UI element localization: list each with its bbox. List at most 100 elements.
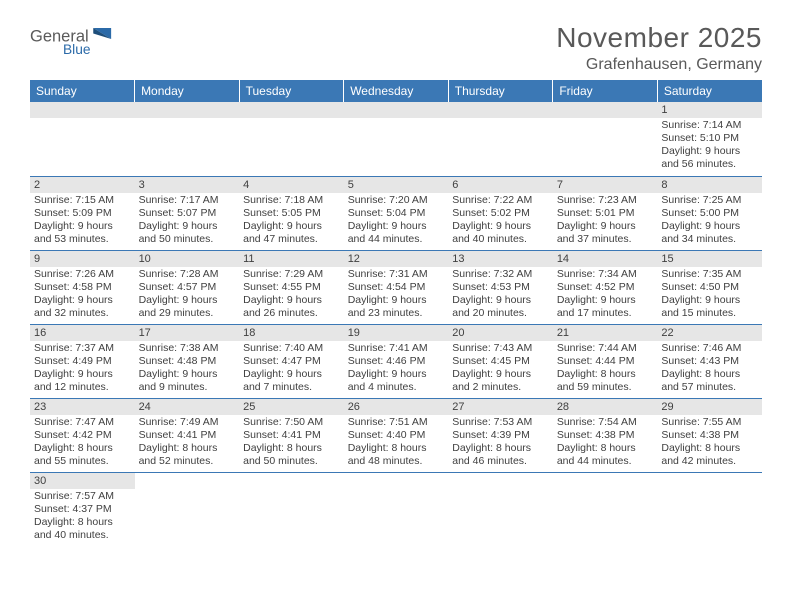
daylight-text: Daylight: 9 hours and 12 minutes. [34, 368, 131, 394]
sunrise-text: Sunrise: 7:54 AM [557, 416, 654, 429]
empty-day-strip [344, 102, 449, 118]
calendar-cell: 16Sunrise: 7:37 AMSunset: 4:49 PMDayligh… [30, 324, 135, 398]
sunset-text: Sunset: 4:38 PM [557, 429, 654, 442]
sunrise-text: Sunrise: 7:29 AM [243, 268, 340, 281]
daylight-text: Daylight: 9 hours and 26 minutes. [243, 294, 340, 320]
calendar-cell [239, 472, 344, 546]
daylight-text: Daylight: 8 hours and 57 minutes. [661, 368, 758, 394]
calendar-cell: 14Sunrise: 7:34 AMSunset: 4:52 PMDayligh… [553, 250, 658, 324]
calendar-row: 1Sunrise: 7:14 AMSunset: 5:10 PMDaylight… [30, 102, 762, 176]
empty-day-strip [135, 102, 240, 118]
daylight-text: Daylight: 8 hours and 48 minutes. [348, 442, 445, 468]
col-monday: Monday [135, 80, 240, 102]
day-number: 14 [553, 251, 658, 267]
calendar-cell [657, 472, 762, 546]
col-thursday: Thursday [448, 80, 553, 102]
day-details: Sunrise: 7:17 AMSunset: 5:07 PMDaylight:… [135, 193, 240, 248]
day-number: 2 [30, 177, 135, 193]
calendar-cell: 30Sunrise: 7:57 AMSunset: 4:37 PMDayligh… [30, 472, 135, 546]
day-number: 9 [30, 251, 135, 267]
day-number: 7 [553, 177, 658, 193]
day-number: 15 [657, 251, 762, 267]
day-number: 24 [135, 399, 240, 415]
col-tuesday: Tuesday [239, 80, 344, 102]
daylight-text: Daylight: 9 hours and 9 minutes. [139, 368, 236, 394]
sunset-text: Sunset: 4:46 PM [348, 355, 445, 368]
sunset-text: Sunset: 4:40 PM [348, 429, 445, 442]
sunrise-text: Sunrise: 7:18 AM [243, 194, 340, 207]
sunrise-text: Sunrise: 7:53 AM [452, 416, 549, 429]
sunrise-text: Sunrise: 7:17 AM [139, 194, 236, 207]
sunset-text: Sunset: 5:10 PM [661, 132, 758, 145]
day-number: 25 [239, 399, 344, 415]
day-number: 26 [344, 399, 449, 415]
day-details: Sunrise: 7:15 AMSunset: 5:09 PMDaylight:… [30, 193, 135, 248]
day-details: Sunrise: 7:53 AMSunset: 4:39 PMDaylight:… [448, 415, 553, 470]
daylight-text: Daylight: 9 hours and 29 minutes. [139, 294, 236, 320]
calendar-cell: 27Sunrise: 7:53 AMSunset: 4:39 PMDayligh… [448, 398, 553, 472]
page-title: November 2025 [556, 22, 762, 54]
sunset-text: Sunset: 4:42 PM [34, 429, 131, 442]
daylight-text: Daylight: 8 hours and 52 minutes. [139, 442, 236, 468]
day-number: 16 [30, 325, 135, 341]
day-details: Sunrise: 7:50 AMSunset: 4:41 PMDaylight:… [239, 415, 344, 470]
calendar-cell [344, 102, 449, 176]
daylight-text: Daylight: 8 hours and 59 minutes. [557, 368, 654, 394]
sunrise-text: Sunrise: 7:47 AM [34, 416, 131, 429]
calendar-cell: 2Sunrise: 7:15 AMSunset: 5:09 PMDaylight… [30, 176, 135, 250]
calendar-cell: 18Sunrise: 7:40 AMSunset: 4:47 PMDayligh… [239, 324, 344, 398]
sunrise-text: Sunrise: 7:43 AM [452, 342, 549, 355]
day-details: Sunrise: 7:25 AMSunset: 5:00 PMDaylight:… [657, 193, 762, 248]
daylight-text: Daylight: 8 hours and 42 minutes. [661, 442, 758, 468]
calendar-cell: 4Sunrise: 7:18 AMSunset: 5:05 PMDaylight… [239, 176, 344, 250]
day-details: Sunrise: 7:35 AMSunset: 4:50 PMDaylight:… [657, 267, 762, 322]
daylight-text: Daylight: 9 hours and 50 minutes. [139, 220, 236, 246]
daylight-text: Daylight: 9 hours and 4 minutes. [348, 368, 445, 394]
logo: General Blue [30, 22, 140, 60]
daylight-text: Daylight: 9 hours and 15 minutes. [661, 294, 758, 320]
day-details: Sunrise: 7:31 AMSunset: 4:54 PMDaylight:… [344, 267, 449, 322]
calendar-cell: 20Sunrise: 7:43 AMSunset: 4:45 PMDayligh… [448, 324, 553, 398]
sunrise-text: Sunrise: 7:38 AM [139, 342, 236, 355]
sunrise-text: Sunrise: 7:55 AM [661, 416, 758, 429]
calendar-cell: 11Sunrise: 7:29 AMSunset: 4:55 PMDayligh… [239, 250, 344, 324]
day-details: Sunrise: 7:55 AMSunset: 4:38 PMDaylight:… [657, 415, 762, 470]
daylight-text: Daylight: 9 hours and 44 minutes. [348, 220, 445, 246]
day-number: 19 [344, 325, 449, 341]
day-details: Sunrise: 7:51 AMSunset: 4:40 PMDaylight:… [344, 415, 449, 470]
day-number: 28 [553, 399, 658, 415]
calendar-cell: 10Sunrise: 7:28 AMSunset: 4:57 PMDayligh… [135, 250, 240, 324]
day-number: 21 [553, 325, 658, 341]
day-details: Sunrise: 7:47 AMSunset: 4:42 PMDaylight:… [30, 415, 135, 470]
sunset-text: Sunset: 5:00 PM [661, 207, 758, 220]
daylight-text: Daylight: 9 hours and 17 minutes. [557, 294, 654, 320]
calendar-row: 23Sunrise: 7:47 AMSunset: 4:42 PMDayligh… [30, 398, 762, 472]
sunset-text: Sunset: 4:43 PM [661, 355, 758, 368]
day-number: 18 [239, 325, 344, 341]
sunrise-text: Sunrise: 7:46 AM [661, 342, 758, 355]
daylight-text: Daylight: 9 hours and 37 minutes. [557, 220, 654, 246]
sunset-text: Sunset: 4:38 PM [661, 429, 758, 442]
col-sunday: Sunday [30, 80, 135, 102]
calendar-row: 2Sunrise: 7:15 AMSunset: 5:09 PMDaylight… [30, 176, 762, 250]
sunset-text: Sunset: 4:41 PM [139, 429, 236, 442]
sunset-text: Sunset: 4:55 PM [243, 281, 340, 294]
daylight-text: Daylight: 8 hours and 50 minutes. [243, 442, 340, 468]
day-number: 11 [239, 251, 344, 267]
sunset-text: Sunset: 5:05 PM [243, 207, 340, 220]
day-details: Sunrise: 7:44 AMSunset: 4:44 PMDaylight:… [553, 341, 658, 396]
calendar-cell [135, 102, 240, 176]
col-wednesday: Wednesday [344, 80, 449, 102]
day-details: Sunrise: 7:43 AMSunset: 4:45 PMDaylight:… [448, 341, 553, 396]
col-saturday: Saturday [657, 80, 762, 102]
daylight-text: Daylight: 9 hours and 23 minutes. [348, 294, 445, 320]
day-number: 13 [448, 251, 553, 267]
calendar-cell: 6Sunrise: 7:22 AMSunset: 5:02 PMDaylight… [448, 176, 553, 250]
calendar-table: Sunday Monday Tuesday Wednesday Thursday… [30, 80, 762, 546]
sunrise-text: Sunrise: 7:57 AM [34, 490, 131, 503]
daylight-text: Daylight: 8 hours and 46 minutes. [452, 442, 549, 468]
day-details: Sunrise: 7:18 AMSunset: 5:05 PMDaylight:… [239, 193, 344, 248]
sunrise-text: Sunrise: 7:25 AM [661, 194, 758, 207]
calendar-cell [344, 472, 449, 546]
calendar-cell [30, 102, 135, 176]
